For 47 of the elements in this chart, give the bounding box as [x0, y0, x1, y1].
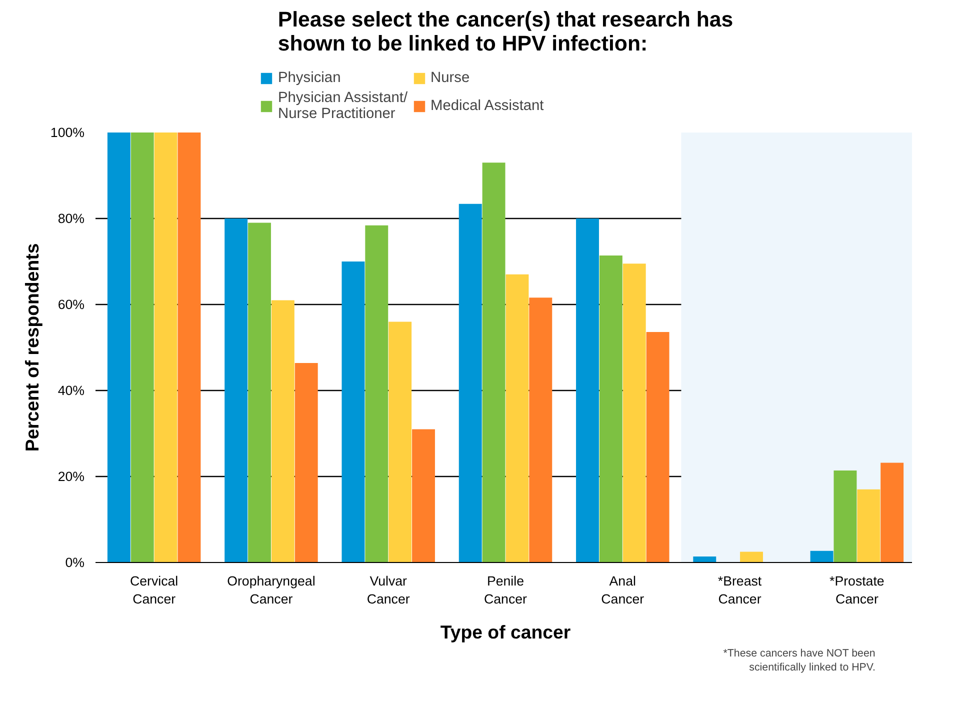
bar — [599, 255, 622, 562]
y-tick-label: 0% — [65, 555, 85, 570]
y-tick-label: 40% — [58, 383, 85, 398]
bar — [107, 132, 130, 562]
bar — [388, 322, 412, 562]
bar — [342, 262, 365, 562]
bar — [506, 274, 529, 562]
bar — [178, 132, 201, 562]
bar — [576, 218, 599, 562]
bar — [294, 362, 318, 562]
y-axis-title: Percent of respondents — [21, 243, 42, 452]
bar — [271, 300, 294, 562]
y-tick-label: 100% — [50, 125, 85, 140]
x-tick-label: *Breast Cancer — [718, 574, 762, 606]
x-axis-title: Type of cancer — [440, 622, 571, 642]
chart-title: Please select the cancer(s) that research has shown to be linked to HPV infection: — [278, 8, 734, 56]
legend-label: Physician Assistant/ Nurse Practitioner — [278, 90, 408, 122]
x-tick-label: Vulvar Cancer — [366, 574, 410, 606]
y-tick-label: 80% — [58, 211, 85, 226]
y-tick-label: 60% — [58, 297, 85, 312]
bar — [810, 550, 834, 562]
y-tick-label: 20% — [58, 469, 85, 484]
bar — [482, 162, 506, 562]
x-tick-label: Oropharyngeal Cancer — [227, 574, 316, 606]
text: *These cancers have NOT been scientifically linked to HPV. — [723, 648, 876, 674]
bar — [529, 298, 552, 562]
bar — [224, 218, 248, 562]
bar — [365, 225, 388, 562]
legend-label: Medical Assistant — [430, 98, 544, 114]
x-tick-label: Anal Cancer — [601, 574, 645, 606]
bar — [412, 429, 435, 562]
bar — [693, 556, 716, 562]
bar — [857, 489, 880, 562]
bar — [248, 222, 271, 562]
bar — [622, 264, 646, 562]
bar — [130, 132, 154, 562]
bar — [880, 462, 904, 562]
bar — [458, 204, 482, 562]
x-tick-label: *Prostate Cancer — [830, 574, 884, 606]
bar — [740, 552, 763, 562]
bar — [834, 470, 857, 562]
legend-label: Nurse — [430, 70, 470, 86]
bar — [646, 332, 670, 562]
bar — [154, 132, 178, 562]
x-tick-label: Penile Cancer — [484, 574, 528, 606]
x-tick-label: Cervical Cancer — [130, 574, 178, 606]
legend-label: Physician — [278, 70, 341, 86]
